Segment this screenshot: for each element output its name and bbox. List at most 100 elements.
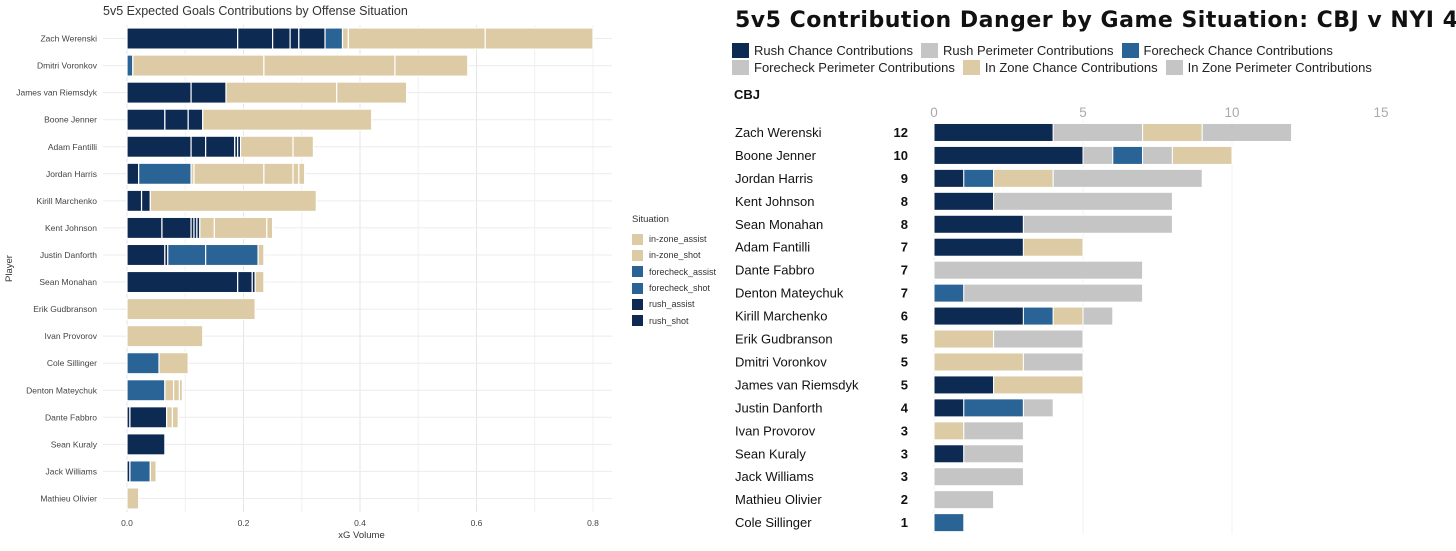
left-legend-title: Situation — [632, 214, 669, 225]
bar-segment — [138, 162, 192, 185]
left-legend-item: in-zone_assist — [632, 231, 716, 247]
bar-segment — [933, 513, 965, 533]
bar-segment — [1022, 398, 1054, 418]
x-tick-label: 0.4 — [354, 518, 366, 528]
bar-segment — [126, 189, 143, 213]
bar-segment — [167, 243, 207, 267]
legend-swatch — [632, 298, 643, 310]
y-tick-label: Sean Monahan — [39, 277, 97, 287]
y-tick-label: Ivan Provorov — [45, 331, 98, 341]
total-label: 10 — [894, 148, 908, 163]
y-tick-label: Sean Monahan — [735, 217, 823, 232]
bar-segment — [126, 270, 239, 294]
total-label: 9 — [901, 171, 908, 186]
bar-segment — [933, 329, 995, 349]
legend-swatch — [920, 43, 938, 58]
legend-label: rush_assist — [649, 299, 695, 310]
total-label: 12 — [894, 125, 908, 140]
bar-segment — [126, 324, 204, 348]
bar-segment — [257, 243, 265, 267]
right-legend-row-1: Rush Chance Contributions Rush Perimeter… — [732, 43, 1341, 58]
x-tick-label: 0.8 — [587, 518, 599, 528]
bar-segment — [126, 54, 134, 77]
y-tick-label: Jack Williams — [46, 466, 97, 476]
legend-swatch — [732, 43, 749, 58]
legend-item: Rush Chance Contributions — [732, 43, 913, 58]
total-label: 3 — [901, 423, 908, 438]
bar-segment — [1112, 145, 1144, 165]
y-tick-label: Denton Mateychuk — [26, 385, 98, 395]
bar-segment — [1022, 306, 1054, 326]
left-legend-item: forecheck_shot — [632, 280, 716, 296]
bar-segment — [933, 283, 965, 303]
bar-segment — [164, 108, 189, 131]
legend-item: In Zone Perimeter Contributions — [1165, 60, 1372, 75]
bar-segment — [1171, 145, 1233, 165]
y-tick-label: Jordan Harris — [735, 171, 814, 186]
bar-segment — [1142, 145, 1173, 165]
legend-swatch — [632, 233, 643, 245]
bar-segment — [178, 379, 183, 402]
bar-segment — [993, 375, 1084, 395]
bar-segment — [1022, 352, 1084, 372]
bar-segment — [963, 421, 1024, 441]
total-label: 1 — [901, 515, 908, 530]
y-tick-label: Kirill Marchenko — [37, 196, 98, 206]
bar-segment — [933, 421, 965, 441]
x-tick-label: 5 — [1079, 105, 1087, 120]
bar-segment — [933, 168, 965, 188]
y-tick-label: Kent Johnson — [45, 223, 97, 233]
bar-segment — [129, 460, 151, 483]
bar-segment — [298, 162, 306, 185]
y-tick-label: Justin Danforth — [735, 400, 822, 415]
bar-segment — [205, 135, 236, 158]
y-tick-label: Justin Danforth — [40, 250, 97, 260]
y-tick-label: James van Riemsdyk — [735, 377, 859, 392]
bar-segment — [336, 81, 408, 104]
bar-segment — [239, 135, 294, 158]
bar-segment — [933, 444, 965, 464]
bar-segment — [161, 216, 192, 240]
bar-segment — [1022, 237, 1084, 257]
bar-segment — [933, 122, 1054, 142]
legend-label: in-zone_assist — [649, 234, 707, 245]
legend-item: Rush Perimeter Contributions — [920, 43, 1114, 58]
bar-segment — [237, 270, 253, 294]
y-tick-label: Jack Williams — [735, 469, 814, 484]
legend-swatch — [632, 315, 643, 327]
bar-segment — [1082, 145, 1114, 165]
left-legend: Situation in-zone_assist in-zone_shot fo… — [632, 214, 716, 329]
bar-segment — [173, 379, 181, 402]
y-tick-label: Cole Sillinger — [47, 358, 97, 368]
bar-segment — [933, 214, 1024, 234]
bar-segment — [263, 162, 294, 185]
bar-segment — [484, 27, 594, 50]
bar-segment — [993, 168, 1054, 188]
bar-segment — [126, 162, 140, 185]
legend-swatch — [632, 282, 643, 294]
left-chart-title: 5v5 Expected Goals Contributions by Offe… — [103, 4, 408, 18]
bar-segment — [933, 352, 1024, 372]
bar-segment — [933, 145, 1084, 165]
x-tick-label: 10 — [1224, 105, 1239, 120]
bar-segment — [254, 270, 265, 294]
bar-segment — [129, 406, 168, 429]
bar-segment — [158, 352, 189, 375]
team-label: CBJ — [734, 87, 761, 102]
bar-segment — [933, 306, 1024, 326]
left-legend-item: in-zone_shot — [632, 247, 716, 263]
legend-label: forecheck_assist — [649, 266, 717, 277]
y-tick-label: Cole Sillinger — [735, 515, 812, 530]
bar-segment — [126, 352, 160, 375]
bar-segment — [292, 135, 315, 158]
legend-item: In Zone Chance Contributions — [962, 60, 1158, 75]
total-label: 8 — [901, 194, 908, 209]
bar-segment — [341, 27, 349, 50]
y-tick-label: Adam Fantilli — [48, 142, 97, 152]
y-tick-label: Kirill Marchenko — [735, 309, 827, 324]
y-tick-label: Jordan Harris — [46, 169, 97, 179]
total-label: 6 — [901, 309, 908, 324]
bar-segment — [963, 168, 995, 188]
bar-segment — [190, 135, 207, 158]
right-chart-panel: 5v5 Contribution Danger by Game Situatio… — [722, 0, 1456, 551]
